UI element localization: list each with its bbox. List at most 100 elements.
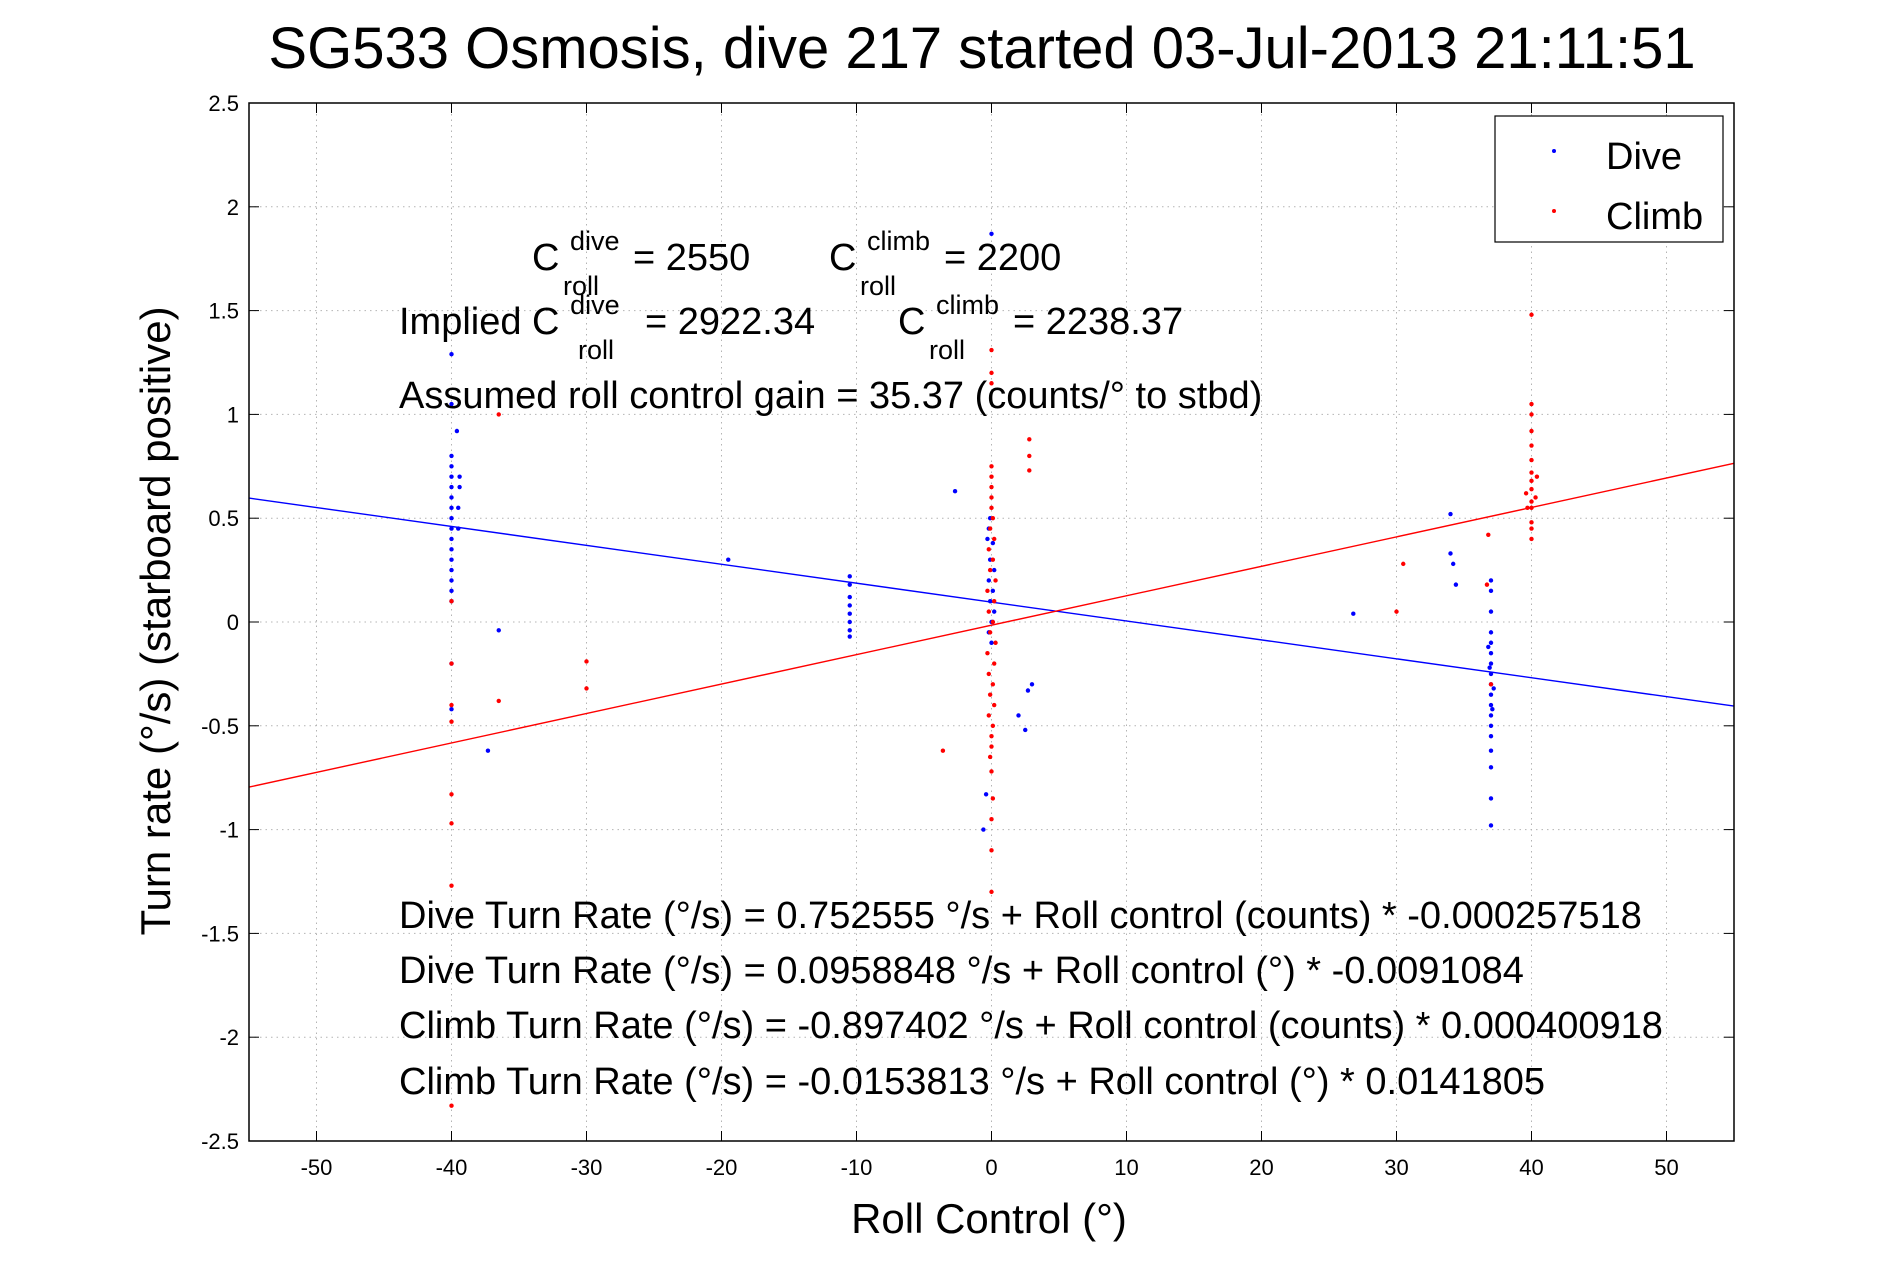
- climb-point: [992, 661, 997, 666]
- climb-point: [989, 370, 994, 376]
- annotation-eq-climb-degrees: Climb Turn Rate (°/s) = -0.0153813 °/s +…: [399, 1061, 1545, 1103]
- climb-point: [989, 474, 994, 479]
- dive-point: [449, 484, 454, 490]
- climb-point: [989, 769, 994, 774]
- dive-point: [1488, 692, 1494, 697]
- x-tick-label: 30: [1384, 1155, 1408, 1180]
- climb-point: [993, 640, 998, 645]
- climb-point: [1027, 468, 1032, 473]
- y-tick-label: -1: [219, 818, 239, 843]
- climb-point: [1486, 532, 1491, 538]
- y-tick-label: 2.5: [208, 91, 239, 116]
- climb-point: [1523, 491, 1529, 496]
- annotation-eq-dive-counts: Dive Turn Rate (°/s) = 0.752555 °/s + Ro…: [399, 895, 1642, 937]
- climb-point: [1529, 505, 1534, 511]
- climb-point: [1529, 457, 1534, 463]
- dive-point: [1491, 686, 1496, 691]
- climb-point: [992, 599, 997, 604]
- dive-point: [1488, 640, 1494, 645]
- climb-point: [496, 412, 501, 417]
- dive-point: [1016, 713, 1021, 718]
- implied-dive-value: = 2922.34: [645, 301, 815, 343]
- c-dive-base: C: [532, 237, 559, 279]
- climb-point: [1529, 401, 1534, 407]
- climb-point: [990, 557, 996, 562]
- climb-point: [1529, 520, 1534, 525]
- climb-point: [449, 702, 454, 708]
- chart-title: SG533 Osmosis, dive 217 started 03-Jul-2…: [268, 16, 1695, 81]
- data-points: [449, 231, 1540, 1108]
- climb-point: [989, 484, 994, 490]
- x-tick-label: 20: [1249, 1155, 1273, 1180]
- dive-point: [1488, 823, 1494, 828]
- dive-point: [952, 489, 958, 494]
- climb-point: [989, 744, 994, 749]
- climb-point: [449, 1103, 454, 1108]
- climb-point: [989, 848, 994, 853]
- annotation-eq-climb-counts: Climb Turn Rate (°/s) = -0.897402 °/s + …: [399, 1005, 1663, 1047]
- dive-point: [449, 495, 454, 500]
- climb-point: [990, 796, 996, 801]
- climb-point: [1027, 437, 1032, 442]
- climb-point: [1529, 412, 1534, 417]
- climb-point: [496, 698, 501, 704]
- x-tick-label: 50: [1654, 1155, 1678, 1180]
- implied-prefix: Implied C: [399, 301, 560, 343]
- dive-point: [449, 536, 454, 542]
- dive-point: [992, 567, 997, 573]
- climb-point: [1529, 428, 1534, 434]
- c-climb-base: C: [829, 237, 856, 279]
- c-climb-value: = 2200: [944, 237, 1061, 279]
- dive-point: [986, 578, 991, 583]
- dive-point: [1488, 733, 1494, 739]
- dive-point: [1488, 713, 1494, 718]
- y-tick-label: 0.5: [208, 506, 239, 531]
- climb-point: [584, 686, 589, 691]
- dive-point: [1488, 723, 1494, 728]
- climb-point: [986, 547, 991, 552]
- implied-climb-base: C: [898, 301, 925, 343]
- dive-point: [1448, 511, 1453, 517]
- y-tick-label: 0: [227, 610, 239, 635]
- x-tick-label: -10: [841, 1155, 873, 1180]
- dive-point: [449, 401, 454, 407]
- climb-point: [985, 588, 990, 594]
- dive-point: [454, 428, 460, 434]
- dive-point: [1486, 644, 1491, 650]
- climb-fit-line: [248, 462, 1735, 788]
- climb-point: [989, 464, 994, 469]
- svg-text:C dive roll: C dive roll: [532, 217, 630, 301]
- dive-point: [985, 536, 990, 542]
- climb-point: [986, 671, 991, 677]
- dive-point: [1488, 609, 1494, 614]
- dive-point: [457, 484, 462, 490]
- y-tick-label: 1.5: [208, 299, 239, 324]
- dive-point: [1488, 702, 1494, 708]
- climb-point: [1394, 609, 1399, 614]
- y-tick-label: -2: [219, 1025, 239, 1050]
- x-tick-label: -30: [571, 1155, 603, 1180]
- climb-point: [989, 505, 994, 511]
- dive-point: [1488, 578, 1494, 583]
- dive-point: [449, 453, 454, 459]
- climb-point: [1533, 495, 1538, 500]
- x-tick-label: -20: [706, 1155, 738, 1180]
- dive-point: [449, 526, 454, 531]
- climb-point: [940, 748, 946, 753]
- climb-point: [990, 516, 996, 521]
- c-climb-sub: roll: [860, 271, 896, 301]
- implied-climb-value: = 2238.37: [1013, 301, 1183, 343]
- dive-point: [847, 574, 852, 579]
- annotation-implied-climb: C climb roll = 2238.37: [898, 290, 1183, 365]
- legend-label-climb: Climb: [1606, 196, 1703, 238]
- dive-point: [456, 505, 461, 511]
- climb-point: [989, 889, 994, 895]
- climb-point: [986, 713, 991, 718]
- x-tick-label: 40: [1519, 1155, 1543, 1180]
- dive-point: [1488, 748, 1494, 753]
- annotation-implied-dive: Implied C dive roll = 2922.34: [399, 290, 815, 365]
- x-tick-label: 0: [985, 1155, 997, 1180]
- climb-point: [449, 661, 454, 666]
- annotation-gain: Assumed roll control gain = 35.37 (count…: [399, 375, 1262, 417]
- dive-point: [1025, 688, 1031, 693]
